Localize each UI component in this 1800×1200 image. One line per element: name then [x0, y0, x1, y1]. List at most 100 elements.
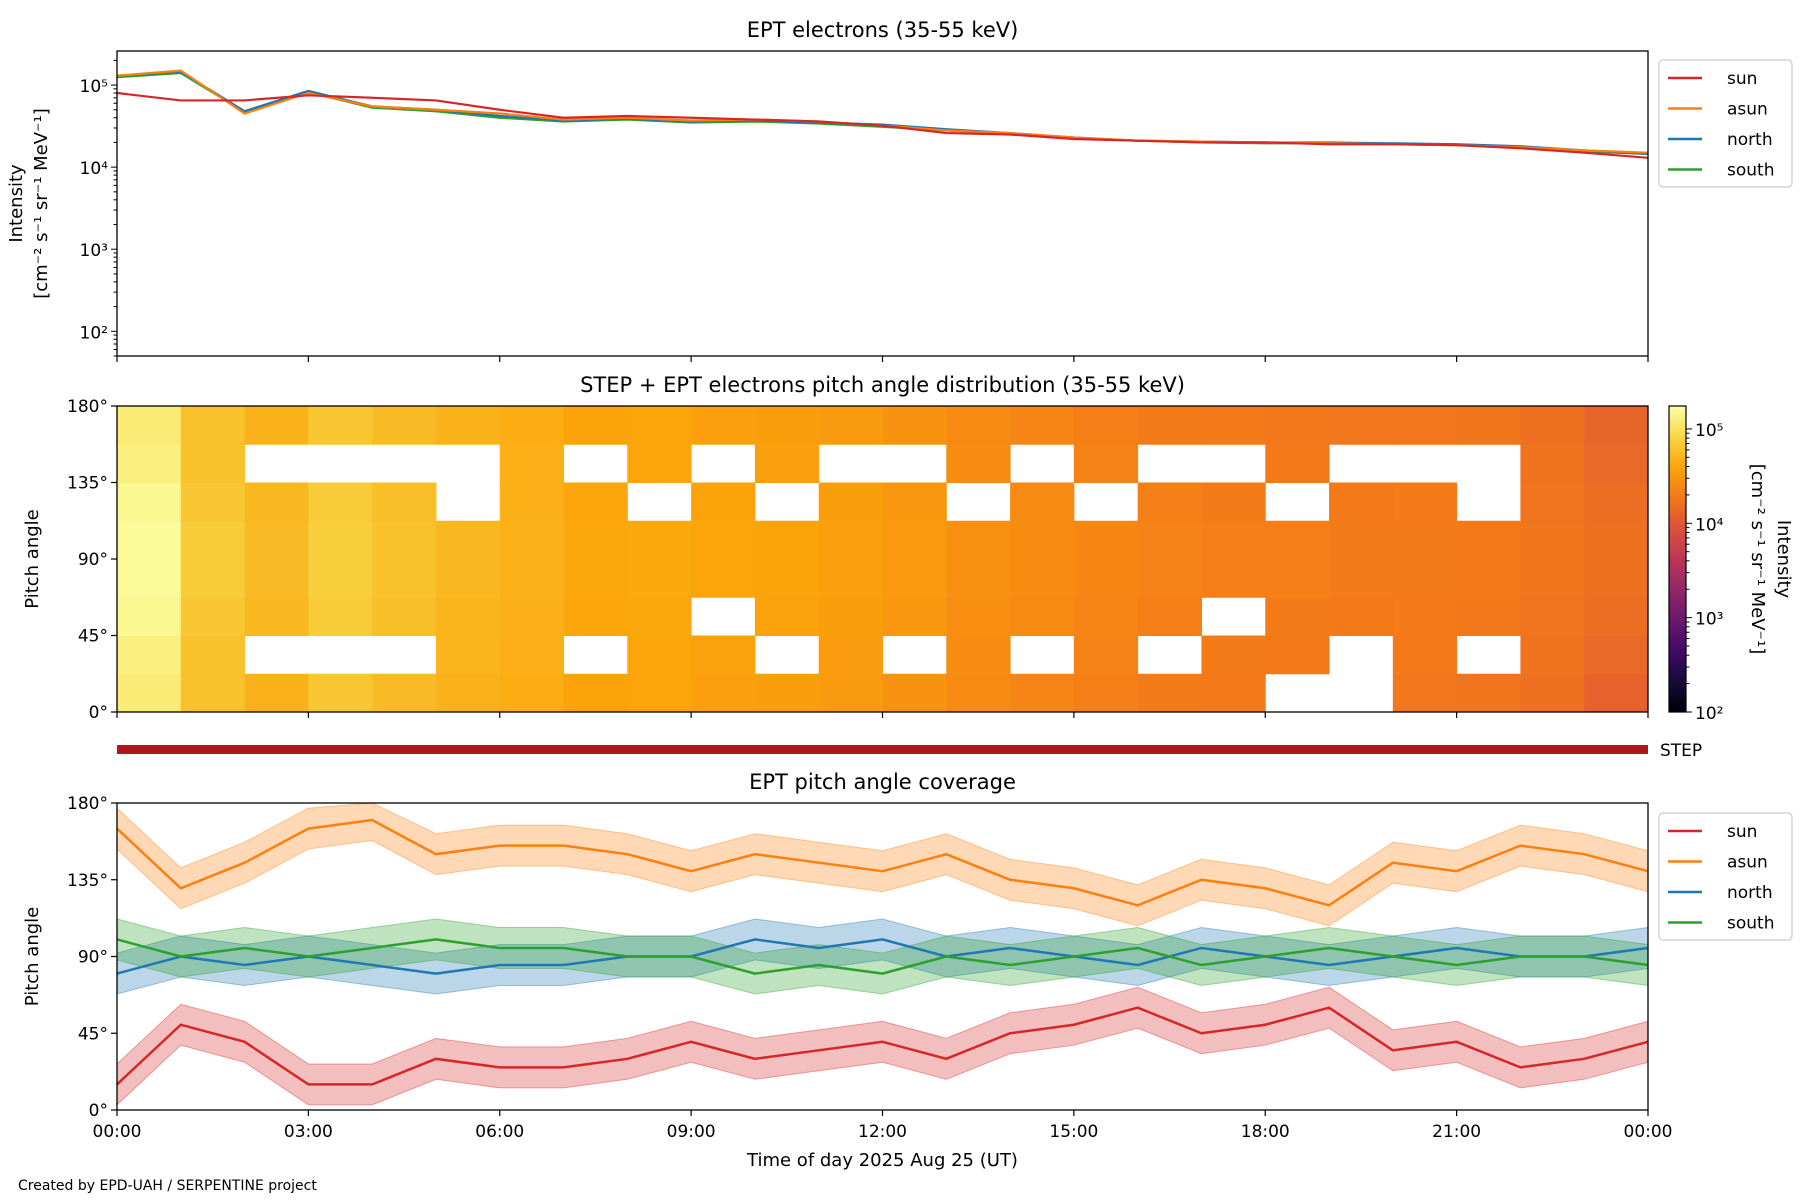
heatmap-cell	[946, 406, 1011, 445]
heatmap-cell	[691, 635, 756, 675]
heatmap-cell	[1456, 673, 1521, 713]
series-line-sun	[116, 1006, 1649, 1086]
heatmap-cell	[1073, 559, 1139, 598]
colorbar-tick-label: 10²	[1695, 704, 1723, 724]
heatmap-cell	[882, 482, 947, 522]
heatmap-cell	[754, 559, 820, 598]
heatmap-cell	[946, 635, 1011, 675]
x-tick-label: 00:00	[93, 1122, 142, 1142]
series-line-sun	[116, 91, 1649, 159]
heatmap-cell	[754, 673, 820, 713]
heatmap-cell	[563, 673, 628, 713]
heatmap-cell	[372, 597, 437, 636]
y-axis-label: Pitch angle	[22, 509, 43, 608]
heatmap-cell	[499, 444, 565, 483]
y-axis-units: [cm⁻² s⁻¹ sr⁻¹ MeV⁻¹]	[31, 108, 52, 299]
heatmap-cell	[499, 482, 565, 522]
heatmap-cell	[1201, 482, 1266, 522]
heatmap-cell	[946, 520, 1011, 560]
heatmap-cell	[1010, 406, 1075, 445]
heatmap-cell	[1329, 520, 1394, 560]
heatmap-cell	[818, 597, 883, 636]
heatmap-cell	[691, 482, 756, 522]
heatmap-cell	[1520, 482, 1585, 522]
series-line-asun	[116, 818, 1649, 907]
y-tick-label: 0°	[89, 1101, 108, 1121]
heatmap-cell	[1520, 559, 1585, 598]
legend-label: north	[1727, 883, 1773, 903]
heatmap-cell	[1329, 406, 1394, 445]
heatmap-cell	[1137, 406, 1202, 445]
heatmap-cell	[627, 597, 692, 636]
heatmap-cell	[563, 406, 628, 445]
x-tick-label: 09:00	[667, 1122, 716, 1142]
colorbar-label: Intensity	[1773, 520, 1794, 599]
heatmap-cell	[1265, 520, 1330, 560]
heatmap-cell	[691, 559, 756, 598]
heatmap-cell	[117, 406, 182, 445]
heatmap-cell	[180, 406, 246, 445]
heatmap-cell	[1073, 635, 1139, 675]
heatmap-cell	[1137, 673, 1202, 713]
x-tick-label: 03:00	[284, 1122, 333, 1142]
x-tick-label: 18:00	[1241, 1122, 1290, 1142]
heatmap-cell	[1073, 444, 1139, 483]
heatmap-cell	[435, 520, 501, 560]
heatmap-cell	[1584, 635, 1649, 675]
heatmap-cell	[754, 520, 820, 560]
heatmap-cell	[1456, 559, 1521, 598]
legend-label: sun	[1727, 822, 1757, 842]
heatmap-cell	[180, 520, 246, 560]
heatmap-cell	[818, 635, 883, 675]
heatmap-cell	[1073, 673, 1139, 713]
heatmap-cell	[372, 406, 437, 445]
heatmap-cell	[117, 635, 182, 675]
series-line-south	[116, 938, 1649, 975]
heatmap-cell	[1201, 635, 1266, 675]
heatmap-cell	[1520, 673, 1585, 713]
heatmap-cell	[946, 597, 1011, 636]
heatmap-cell	[117, 559, 182, 598]
heatmap-cell	[1392, 406, 1458, 445]
series-line-south	[116, 71, 1649, 155]
heatmap-cell	[1201, 559, 1266, 598]
heatmap-cell	[691, 406, 756, 445]
heatmap-cell	[1010, 559, 1075, 598]
heatmap-cell	[1584, 520, 1649, 560]
heatmap-cell	[627, 559, 692, 598]
heatmap-cell	[818, 673, 883, 713]
y-tick-label: 10²	[80, 323, 108, 343]
heatmap-cell	[563, 559, 628, 598]
heatmap-cell	[1201, 673, 1266, 713]
heatmap-cell	[1265, 444, 1330, 483]
heatmap-cell	[946, 559, 1011, 598]
legend-label: south	[1727, 914, 1774, 934]
heatmap-cell	[882, 406, 947, 445]
heatmap-cell	[372, 673, 437, 713]
heatmap-cell	[563, 482, 628, 522]
heatmap-cell	[754, 597, 820, 636]
series-line-asun	[116, 69, 1649, 154]
heatmap-cell	[1584, 482, 1649, 522]
heatmap-cell	[627, 406, 692, 445]
heatmap-cell	[244, 406, 309, 445]
heatmap-cell	[372, 482, 437, 522]
y-tick-label: 135°	[67, 474, 108, 494]
step-bar-label: STEP	[1660, 741, 1702, 761]
heatmap-cell	[1456, 597, 1521, 636]
colorbar	[1668, 405, 1687, 713]
heatmap-cell	[754, 444, 820, 483]
heatmap-cell	[180, 635, 246, 675]
heatmap-cell	[882, 673, 947, 713]
heatmap-cell	[1584, 673, 1649, 713]
heatmap-cell	[1201, 520, 1266, 560]
heatmap-cell	[180, 559, 246, 598]
heatmap-cell	[1265, 635, 1330, 675]
heatmap-cell	[435, 406, 501, 445]
heatmap-cell	[117, 482, 182, 522]
heatmap-cell	[117, 673, 182, 713]
heatmap-cell	[1520, 406, 1585, 445]
y-tick-label: 10⁴	[80, 159, 109, 179]
